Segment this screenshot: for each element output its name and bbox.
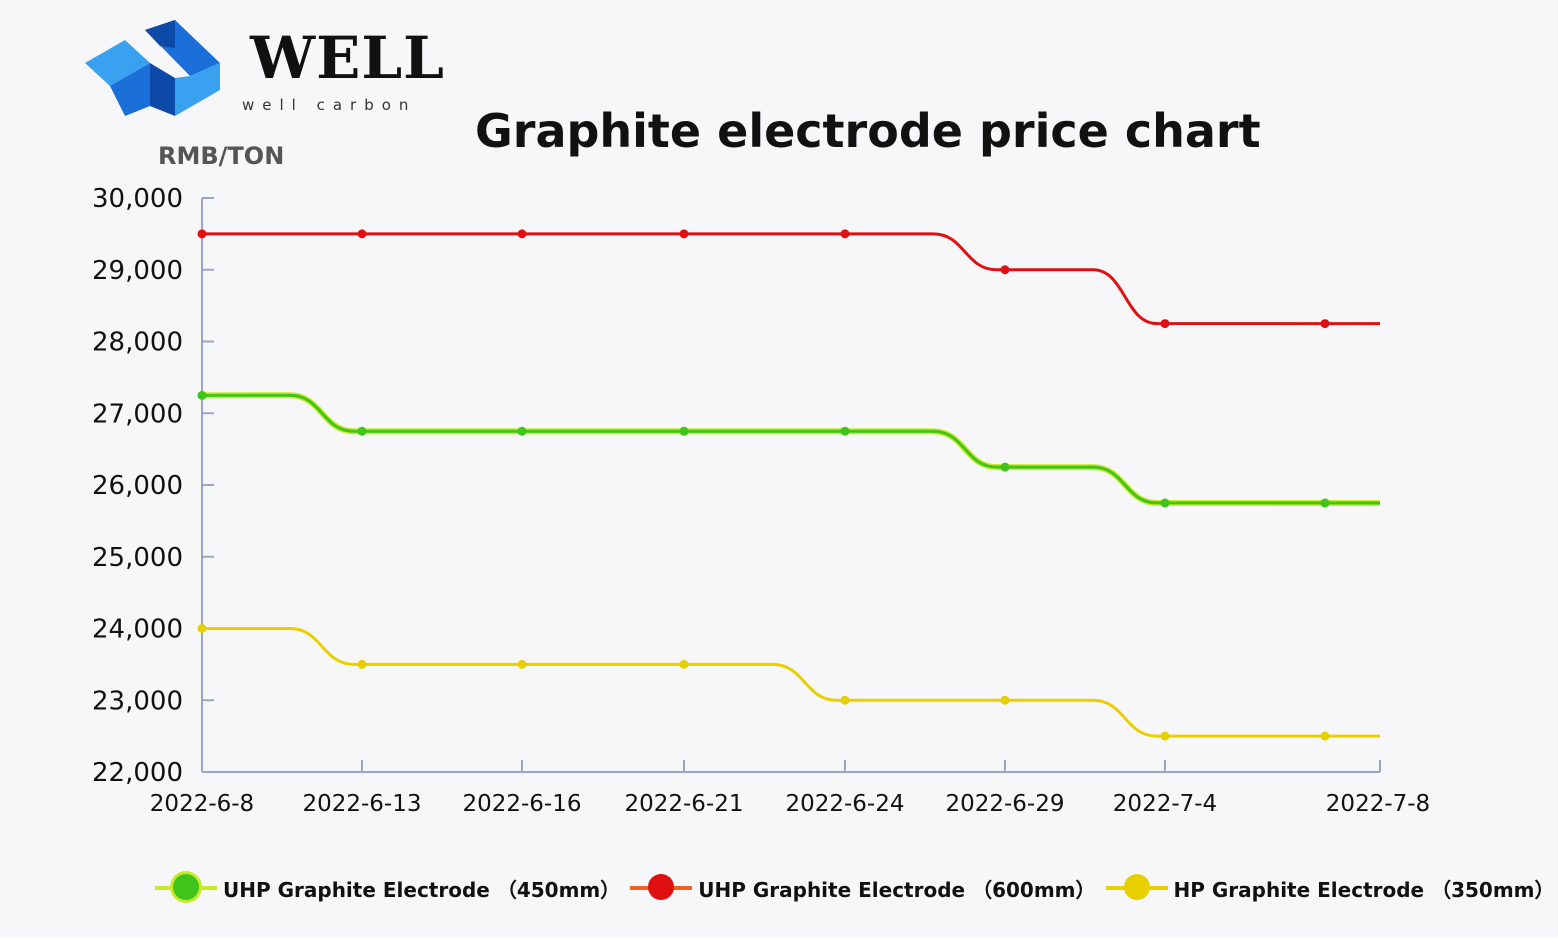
legend-label-uhp-600: UHP Graphite Electrode （600mm） [698, 877, 1096, 902]
data-point-uhp-600 [1320, 319, 1330, 329]
legend-item-uhp-600[interactable]: UHP Graphite Electrode （600mm） [630, 870, 1096, 906]
y-tick-label: 24,000 [92, 615, 183, 645]
data-point-uhp-450 [197, 390, 207, 400]
y-tick-label: 29,000 [92, 256, 183, 286]
x-tick-label: 2022-6-16 [462, 791, 581, 817]
data-point-uhp-450 [1320, 498, 1330, 508]
data-point-uhp-450 [517, 426, 527, 436]
y-tick-label: 23,000 [92, 686, 183, 716]
brand-name: WELL [250, 24, 445, 92]
series-line-uhp-600 [202, 232, 1380, 326]
data-point-uhp-600 [1000, 265, 1010, 275]
y-tick-labels: 22,000 23,000 24,000 25,000 26,000 27,000 28,0… [92, 184, 183, 788]
series-lines [201, 232, 1380, 738]
data-point-hp-350 [357, 659, 367, 669]
y-tick-label: 30,000 [92, 184, 183, 214]
legend-item-uhp-450[interactable]: UHP Graphite Electrode （450mm） [155, 870, 620, 906]
x-tick-label: 2022-7-4 [1113, 791, 1217, 817]
series-line-uhp-450 [201, 393, 1380, 505]
data-point-uhp-600 [517, 229, 527, 239]
y-tick-label: 25,000 [92, 543, 183, 573]
data-point-hp-350 [679, 659, 689, 669]
y-tick-label: 26,000 [92, 471, 183, 501]
series-markers [197, 229, 1330, 741]
x-tick-label: 2022-6-29 [945, 791, 1064, 817]
data-point-uhp-450 [357, 426, 367, 436]
y-tick-label: 27,000 [92, 399, 183, 429]
legend-label-hp-350: HP Graphite Electrode （350mm） [1173, 877, 1555, 902]
data-point-uhp-450 [840, 426, 850, 436]
x-tick-label: 2022-6-13 [302, 791, 421, 817]
x-tick-labels: 2022-6-8 2022-6-13 2022-6-16 2022-6-21 2022-… [150, 791, 1430, 817]
legend-swatch-uhp-450 [155, 870, 217, 906]
brand-tagline: well carbon [242, 96, 417, 114]
data-point-hp-350 [1160, 731, 1170, 741]
bottom-divider [0, 937, 1558, 941]
series-line-hp-350 [202, 627, 1380, 738]
data-point-hp-350 [517, 659, 527, 669]
x-tick-label: 2022-7-8 [1326, 791, 1430, 817]
legend-item-hp-350[interactable]: HP Graphite Electrode （350mm） [1105, 870, 1555, 906]
data-point-uhp-450 [679, 426, 689, 436]
data-point-hp-350 [197, 624, 207, 633]
data-point-uhp-600 [1160, 319, 1170, 329]
series-glow-uhp-450 [201, 392, 1380, 506]
legend-swatch-uhp-600 [630, 870, 693, 906]
chart-title: Graphite electrode price chart [475, 104, 1261, 158]
well-carbon-logo [85, 20, 220, 116]
data-point-uhp-600 [679, 229, 689, 239]
y-tick-label: 22,000 [92, 758, 183, 788]
legend-label-uhp-450: UHP Graphite Electrode （450mm） [223, 877, 621, 902]
x-tick-label: 2022-6-21 [624, 791, 743, 817]
data-point-hp-350 [840, 695, 850, 705]
data-point-uhp-600 [357, 229, 367, 239]
data-point-uhp-450 [1000, 462, 1010, 472]
price-line-chart: 22,000 23,000 24,000 25,000 26,000 27,000 28,0… [92, 184, 1430, 817]
data-point-uhp-600 [840, 229, 850, 239]
data-point-uhp-600 [197, 229, 207, 239]
data-point-uhp-450 [1160, 498, 1170, 508]
x-tick-label: 2022-6-24 [785, 791, 904, 817]
data-point-hp-350 [1320, 731, 1330, 741]
data-point-hp-350 [1000, 695, 1010, 705]
chart-axes [201, 197, 1381, 773]
x-tick-label: 2022-6-8 [150, 791, 254, 817]
legend-swatch-hp-350 [1105, 870, 1168, 906]
y-tick-label: 28,000 [92, 328, 183, 358]
y-axis-unit-label: RMB/TON [158, 142, 285, 170]
chart-legend: UHP Graphite Electrode （450mm） UHP Graph… [155, 868, 1558, 908]
